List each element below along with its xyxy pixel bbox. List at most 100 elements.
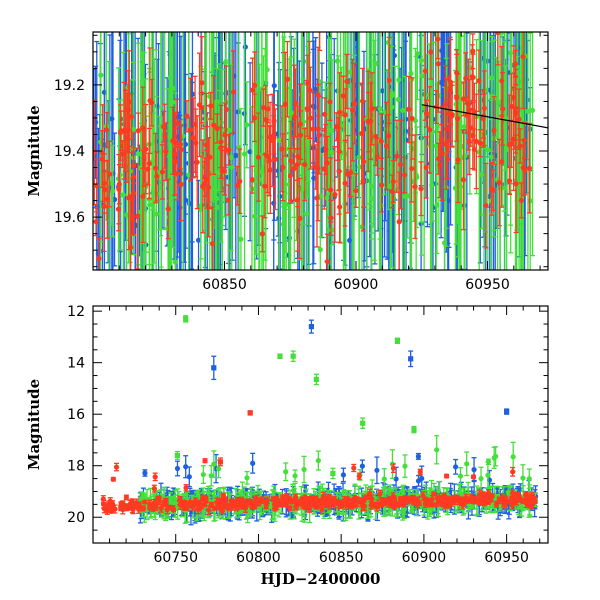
- data-point: [360, 178, 366, 184]
- data-point: [334, 58, 340, 64]
- series-blue: [93, 26, 533, 270]
- data-point: [496, 179, 502, 186]
- data-point: [379, 182, 385, 188]
- data-point: [442, 101, 448, 107]
- data-point: [439, 151, 445, 157]
- bottom-panel: 60750 60800 60850 60900 609501214161820Magni…: [25, 304, 549, 588]
- data-point: [126, 195, 132, 201]
- data-point: [394, 153, 400, 159]
- data-point: [415, 478, 422, 484]
- x-axis: 60850 60900 60950: [92, 32, 541, 293]
- data-point: [135, 213, 141, 219]
- data-point: [471, 109, 477, 115]
- data-point: [135, 151, 141, 157]
- data-point: [116, 181, 122, 187]
- data-point: [436, 156, 442, 162]
- data-point: [332, 191, 338, 198]
- data-point: [377, 105, 383, 112]
- data-point: [237, 178, 243, 184]
- data-point: [399, 107, 406, 113]
- data-point: [288, 158, 294, 164]
- series-red: [93, 22, 533, 270]
- data-point: [333, 124, 339, 130]
- data-point: [199, 80, 205, 86]
- data-point: [499, 78, 505, 84]
- data-point: [221, 168, 228, 174]
- data-point: [395, 96, 402, 103]
- data-point: [397, 161, 404, 168]
- y-axis-label: Magnitude: [25, 105, 43, 196]
- data-point: [317, 22, 322, 27]
- data-point: [222, 59, 228, 66]
- data-point: [324, 258, 330, 265]
- data-point: [471, 467, 477, 473]
- data-point: [218, 144, 224, 151]
- data-point: [513, 181, 519, 187]
- data-point: [480, 115, 486, 122]
- data-point: [488, 26, 493, 31]
- data-point: [280, 116, 286, 123]
- data-point: [402, 193, 408, 199]
- data-point: [347, 69, 353, 75]
- data-point: [399, 131, 405, 138]
- data-point: [315, 126, 321, 132]
- outlier-point: [504, 409, 510, 415]
- data-point: [461, 123, 467, 130]
- data-point: [177, 141, 183, 147]
- data-point: [455, 157, 461, 163]
- data-point: [119, 151, 126, 157]
- data-point: [262, 183, 268, 189]
- data-point: [172, 159, 178, 165]
- data-point: [122, 128, 129, 134]
- data-point: [443, 126, 450, 132]
- data-point: [297, 215, 303, 221]
- data-point: [174, 170, 180, 177]
- data-point: [460, 177, 467, 183]
- data-point: [316, 132, 322, 138]
- data-point: [187, 127, 194, 133]
- data-point: [386, 133, 392, 139]
- data-point: [460, 96, 467, 102]
- data-point: [214, 204, 220, 210]
- data-point: [406, 106, 412, 112]
- data-point: [249, 177, 255, 183]
- data-point: [386, 77, 392, 83]
- x-tick-label: 60850: [202, 277, 247, 293]
- data-point: [230, 89, 237, 95]
- data-point: [313, 164, 319, 170]
- data-point: [314, 195, 320, 201]
- data-point: [163, 149, 169, 155]
- series-green: [137, 315, 539, 524]
- data-point: [206, 184, 212, 190]
- data-point: [131, 174, 137, 180]
- data-point: [434, 124, 440, 130]
- data-point: [429, 182, 435, 188]
- data-point: [104, 196, 110, 202]
- outlier-point: [408, 356, 414, 362]
- data-point: [340, 472, 347, 478]
- data-point: [525, 108, 531, 114]
- data-point: [402, 172, 408, 178]
- data-point: [353, 187, 359, 194]
- data-point: [291, 114, 298, 120]
- trend-line: [421, 104, 548, 129]
- y-tick-label: 19.4: [54, 144, 85, 160]
- data-point: [488, 154, 495, 160]
- data-point: [512, 61, 518, 67]
- data-point: [252, 82, 258, 88]
- data-point: [389, 104, 395, 110]
- data-point: [477, 140, 483, 146]
- data-point: [413, 172, 419, 178]
- data-point: [225, 197, 231, 203]
- data-point: [161, 124, 167, 130]
- data-point: [470, 74, 476, 81]
- data-point: [153, 165, 159, 171]
- data-point: [441, 240, 448, 246]
- data-point: [104, 127, 110, 133]
- data-point: [412, 184, 418, 190]
- data-point: [195, 237, 202, 243]
- data-point: [142, 470, 148, 476]
- data-point: [241, 151, 248, 157]
- data-point: [476, 149, 482, 155]
